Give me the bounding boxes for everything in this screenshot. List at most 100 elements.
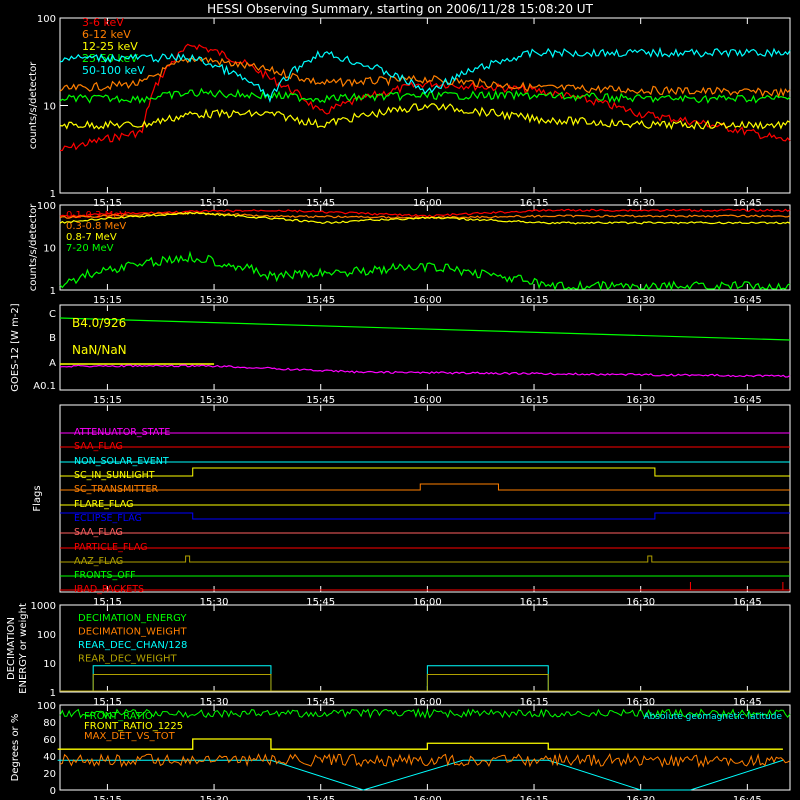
- x-tick-label: 15:45: [306, 597, 335, 608]
- x-tick-label: 16:45: [733, 795, 762, 800]
- legend-entry: 6-12 keV: [82, 28, 131, 41]
- y-tick-label: 60: [43, 735, 56, 746]
- legend-entry: MAX_DET_VS_TOT: [84, 731, 176, 742]
- y-tick-label: B: [49, 333, 56, 344]
- x-tick-label: 16:00: [413, 697, 442, 708]
- x-tick-label: 15:15: [93, 395, 122, 406]
- x-tick-label: 16:15: [520, 597, 549, 608]
- series-line-50-100keV: [59, 46, 791, 103]
- legend-entry: 12-25 keV: [82, 40, 138, 53]
- decimation-frame: [59, 604, 791, 693]
- legend-entry: REAR_DEC_WEIGHT: [78, 654, 177, 665]
- series-line-0.1-0.3MeV: [59, 208, 791, 218]
- legend-entry: DECIMATION_WEIGHT: [78, 627, 187, 638]
- ratios-frame: [59, 704, 791, 791]
- y-tick-label: 1: [50, 189, 56, 200]
- y-tick-label: 80: [43, 718, 56, 729]
- legend-entry: 3-6 keV: [82, 16, 124, 29]
- y-tick-label: 20: [43, 769, 56, 780]
- y-axis-label: Degrees or %: [10, 714, 21, 782]
- flag-line: [60, 555, 790, 563]
- x-tick-label: 16:00: [413, 795, 442, 800]
- legend-entry: DECIMATION_ENERGY: [78, 613, 187, 624]
- y-tick-label: 1: [50, 286, 56, 297]
- x-tick-label: 16:15: [520, 295, 549, 306]
- x-tick-label: 15:15: [93, 795, 122, 800]
- x-tick-label: 16:45: [733, 198, 762, 209]
- x-tick-label: 16:45: [733, 395, 762, 406]
- series-line-0.8-7MeV: [59, 211, 791, 225]
- goes-level-label: NaN/NaN: [72, 343, 127, 357]
- x-tick-label: 16:00: [413, 597, 442, 608]
- series-line-latitude: [57, 759, 784, 791]
- series-line-3-6keV: [59, 43, 791, 152]
- legend-entry: FRONT_RATIO: [84, 711, 153, 722]
- x-tick-label: 16:45: [733, 697, 762, 708]
- series-line-6-12keV: [59, 56, 791, 99]
- y-tick-label: A0.1: [33, 381, 56, 392]
- y-axis-label: ENERGY or weight: [18, 603, 29, 694]
- series-line-7-20MeV: [59, 250, 791, 291]
- x-tick-label: 16:45: [733, 597, 762, 608]
- series-line-25-50keV: [59, 87, 791, 104]
- y-axis-label: counts/s/detector: [28, 61, 39, 149]
- y-tick-label: A: [49, 358, 56, 369]
- legend-entry: 0.3-0.8 MeV: [66, 221, 126, 232]
- y-tick-label: 10: [43, 659, 56, 670]
- series-line-max-det: [59, 752, 791, 768]
- x-tick-label: 16:30: [626, 597, 655, 608]
- y-tick-label: 40: [43, 752, 56, 763]
- legend-entry: 50-100 keV: [82, 64, 145, 77]
- x-tick-label: 15:30: [200, 395, 229, 406]
- flag-line: [60, 467, 790, 477]
- goes-frame: [59, 304, 791, 391]
- decimation-step: [92, 674, 272, 691]
- y-axis-label: Flags: [32, 485, 43, 511]
- y-tick-label: 10: [43, 102, 56, 113]
- x-tick-label: 16:30: [626, 697, 655, 708]
- highenergy-frame: [59, 204, 791, 291]
- flag-label: ECLIPSE_FLAG: [74, 513, 142, 524]
- x-tick-label: 16:30: [626, 198, 655, 209]
- legend-entry: 7-20 MeV: [66, 243, 114, 254]
- x-tick-label: 15:45: [306, 198, 335, 209]
- x-tick-label: 16:30: [626, 295, 655, 306]
- y-tick-label: 100: [37, 630, 56, 641]
- series-line-goes-long: [59, 317, 791, 341]
- series-line-12-25keV: [59, 103, 791, 131]
- x-tick-label: 15:15: [93, 198, 122, 209]
- x-tick-label: 15:45: [306, 395, 335, 406]
- x-tick-label: 15:45: [306, 697, 335, 708]
- x-tick-label: 15:15: [93, 597, 122, 608]
- flags-frame: [59, 404, 791, 593]
- x-tick-label: 15:30: [200, 697, 229, 708]
- series-line-front-ratio: [59, 707, 791, 719]
- legend-entry: FRONT_RATIO_1225: [84, 721, 183, 732]
- legend-entry: 0.8-7 MeV: [66, 232, 117, 243]
- legend-entry: 0.1-0.3 MeV: [66, 210, 126, 221]
- decimation-step: [426, 674, 549, 691]
- x-tick-label: 15:30: [200, 597, 229, 608]
- x-tick-label: 16:15: [520, 395, 549, 406]
- x-tick-label: 16:00: [413, 395, 442, 406]
- y-tick-label: C: [49, 309, 56, 320]
- x-tick-label: 15:30: [200, 198, 229, 209]
- x-tick-label: 16:15: [520, 697, 549, 708]
- y-axis-label: GOES-12 [W m-2]: [10, 303, 21, 391]
- y-tick-label: 1: [50, 688, 56, 699]
- x-tick-label: 15:15: [93, 295, 122, 306]
- y-axis-label: counts/s/detector: [28, 203, 39, 291]
- x-tick-label: 15:15: [93, 697, 122, 708]
- legend-entry: REAR_DEC_CHAN/128: [78, 640, 187, 651]
- x-tick-label: 15:30: [200, 295, 229, 306]
- y-tick-label: 10: [43, 244, 56, 255]
- x-tick-label: 16:45: [733, 295, 762, 306]
- x-tick-label: 16:30: [626, 795, 655, 800]
- y-axis-label: DECIMATION: [6, 617, 17, 680]
- flag-line: [60, 483, 790, 491]
- goes-level-label: B4.0/926: [72, 316, 126, 330]
- x-tick-label: 15:45: [306, 795, 335, 800]
- legend-entry: Absolute geomagnetic latitude: [643, 712, 782, 722]
- y-tick-label: 100: [37, 701, 56, 712]
